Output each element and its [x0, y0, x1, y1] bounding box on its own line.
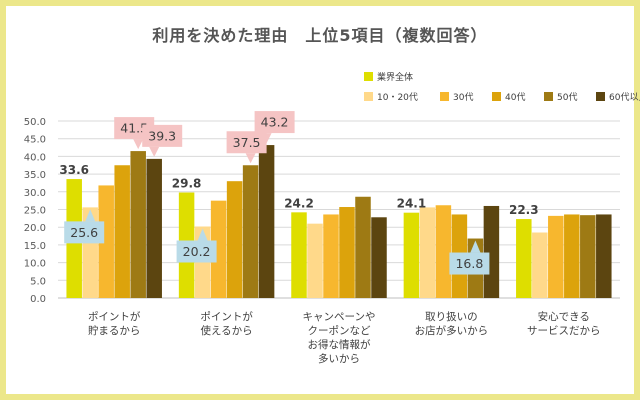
legend-label: 60代以上 [609, 92, 640, 103]
legend-swatch [364, 92, 373, 101]
y-tick-label: 40.0 [24, 152, 46, 163]
y-tick-label: 20.0 [24, 223, 46, 234]
data-label: 24.1 [397, 197, 427, 211]
bar [146, 158, 162, 298]
callout-pointer [245, 153, 256, 164]
callout-box [254, 111, 295, 134]
bar [307, 223, 323, 298]
bar [226, 181, 243, 298]
legend-label: 40代 [505, 92, 525, 103]
callout-pointer [133, 139, 144, 150]
x-category-label: お得な情報が [308, 338, 371, 351]
y-tick-label: 0.0 [30, 294, 46, 305]
x-category-label: 貯まるから [88, 325, 141, 337]
bar [435, 205, 452, 298]
legend-swatch [544, 92, 553, 101]
callout-box [64, 221, 105, 244]
data-label: 24.2 [284, 196, 314, 210]
data-label: 33.6 [59, 163, 89, 177]
x-category-label: お店が多いから [415, 324, 489, 337]
y-tick-label: 5.0 [30, 276, 46, 287]
chart-title: 利用を決めた理由 上位5項目（複数回答） [152, 26, 488, 45]
data-label: 22.3 [509, 203, 539, 217]
legend-label: 50代 [557, 92, 577, 103]
callout-box [176, 240, 217, 263]
callout-box [449, 252, 490, 275]
callout-pointer [149, 146, 160, 157]
bar [516, 219, 532, 298]
bar [242, 165, 259, 298]
data-label: 41.5 [120, 121, 148, 136]
x-category-label: 使えるから [201, 324, 253, 337]
x-category-label: ポイントが [88, 310, 141, 323]
legend-label: 10・20代 [377, 92, 418, 103]
legend-swatch [364, 72, 373, 81]
x-category-label: サービスだから [527, 325, 601, 337]
y-tick-label: 25.0 [24, 206, 46, 217]
callout-box [142, 124, 183, 147]
legend-swatch [492, 92, 501, 101]
bar [548, 215, 564, 298]
bar [291, 212, 307, 298]
y-tick-label: 30.0 [24, 188, 46, 199]
data-label: 39.3 [148, 128, 176, 143]
bar [371, 217, 387, 298]
data-label: 16.8 [455, 256, 483, 271]
bar [532, 232, 548, 298]
data-label: 29.8 [172, 177, 202, 191]
bar [483, 205, 500, 298]
x-category-label: 安心できる [538, 310, 590, 323]
bar [339, 207, 355, 298]
bar [596, 214, 612, 298]
callout-pointer [261, 133, 272, 144]
data-label: 20.2 [183, 244, 211, 259]
data-label: 25.6 [70, 225, 98, 240]
x-category-label: 取り扱いの [425, 311, 478, 323]
bar [403, 212, 420, 298]
bar [98, 185, 114, 298]
x-category-label: クーポンなど [308, 325, 371, 337]
y-tick-label: 10.0 [24, 259, 46, 270]
y-tick-label: 15.0 [24, 241, 46, 252]
legend-swatch [596, 92, 605, 101]
bar [114, 165, 130, 298]
bar [580, 215, 596, 298]
bar [130, 151, 146, 298]
x-category-label: キャンペーンや [303, 311, 376, 323]
bar [210, 200, 227, 298]
data-label: 37.5 [233, 135, 261, 150]
bar [355, 196, 371, 298]
bar [564, 214, 580, 298]
legend-label: 30代 [453, 92, 473, 103]
callout-box [226, 131, 267, 154]
callout-pointer [197, 228, 208, 241]
bar [323, 214, 339, 298]
y-tick-label: 45.0 [24, 135, 46, 146]
legend-swatch [440, 92, 449, 101]
y-tick-label: 35.0 [24, 170, 46, 181]
x-category-label: 多いから [318, 352, 360, 365]
bar [419, 207, 436, 298]
callout-pointer [85, 209, 96, 222]
x-category-label: ポイントが [200, 310, 253, 323]
y-tick-label: 50.0 [24, 117, 46, 128]
data-label: 43.2 [261, 115, 289, 130]
legend-label: 業界全体 [377, 71, 413, 83]
bar [258, 145, 275, 298]
callout-pointer [470, 240, 481, 253]
